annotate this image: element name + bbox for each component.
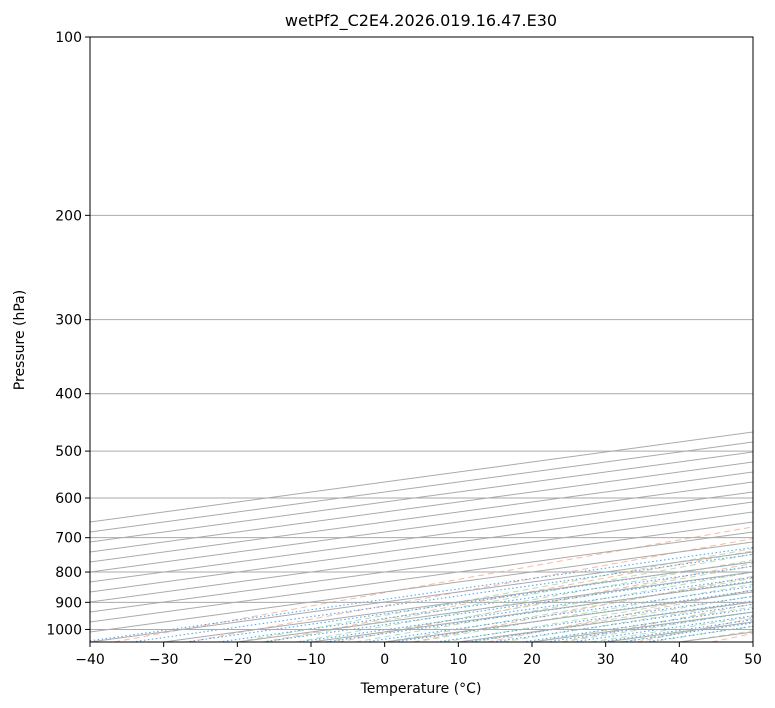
y-tick-label: 100 (55, 30, 82, 46)
y-tick-label: 200 (55, 208, 82, 224)
chart-title: wetPf2_C2E4.2026.019.16.47.E30 (285, 11, 557, 31)
plot-frame (89, 36, 754, 643)
mixing-ratio-line (492, 603, 753, 642)
dry-adiabat (338, 562, 753, 642)
x-tick-label: 0 (380, 652, 389, 668)
mixing-ratio-line (436, 596, 753, 642)
y-tick-label: 400 (55, 387, 82, 403)
isotherm-line (90, 511, 753, 603)
x-axis-label: Temperature (°C) (360, 681, 482, 697)
y-axis-label: Pressure (hPa) (12, 290, 28, 390)
x-tick-label: 50 (744, 652, 762, 668)
x-tick-label: 30 (597, 652, 615, 668)
isotherm-line (90, 531, 753, 623)
mixing-ratio-line (131, 553, 753, 642)
y-tick-label: 700 (55, 531, 82, 547)
dry-adiabat (188, 538, 753, 642)
x-tick-label: 20 (523, 652, 541, 668)
x-tick-label: −40 (75, 652, 105, 668)
x-tick-label: 40 (670, 652, 688, 668)
moist-adiabat (325, 565, 753, 642)
y-tick-label: 900 (55, 595, 82, 611)
y-tick-label: 800 (55, 565, 82, 581)
x-tick-label: −30 (149, 652, 179, 668)
isotherm-line (90, 521, 753, 613)
x-tick-label: 10 (449, 652, 467, 668)
y-tick-label: 1000 (46, 622, 82, 638)
isotherm-line (90, 471, 753, 563)
isotherm-line (90, 501, 753, 593)
dry-adiabat (114, 526, 753, 642)
isotherm-line (90, 461, 753, 553)
mixing-ratio-line (90, 546, 753, 642)
y-tick-label: 500 (55, 444, 82, 460)
moist-adiabat (237, 548, 753, 642)
isotherm-line (90, 451, 753, 543)
isotherm-line (90, 481, 753, 573)
moist-adiabat (355, 571, 753, 642)
dry-adiabat (412, 575, 753, 642)
mixing-ratio-line (522, 608, 753, 642)
x-tick-label: −10 (296, 652, 326, 668)
x-tick-label: −20 (223, 652, 253, 668)
isotherm-line (90, 491, 753, 583)
y-tick-label: 600 (55, 491, 82, 507)
y-tick-label: 300 (55, 313, 82, 329)
